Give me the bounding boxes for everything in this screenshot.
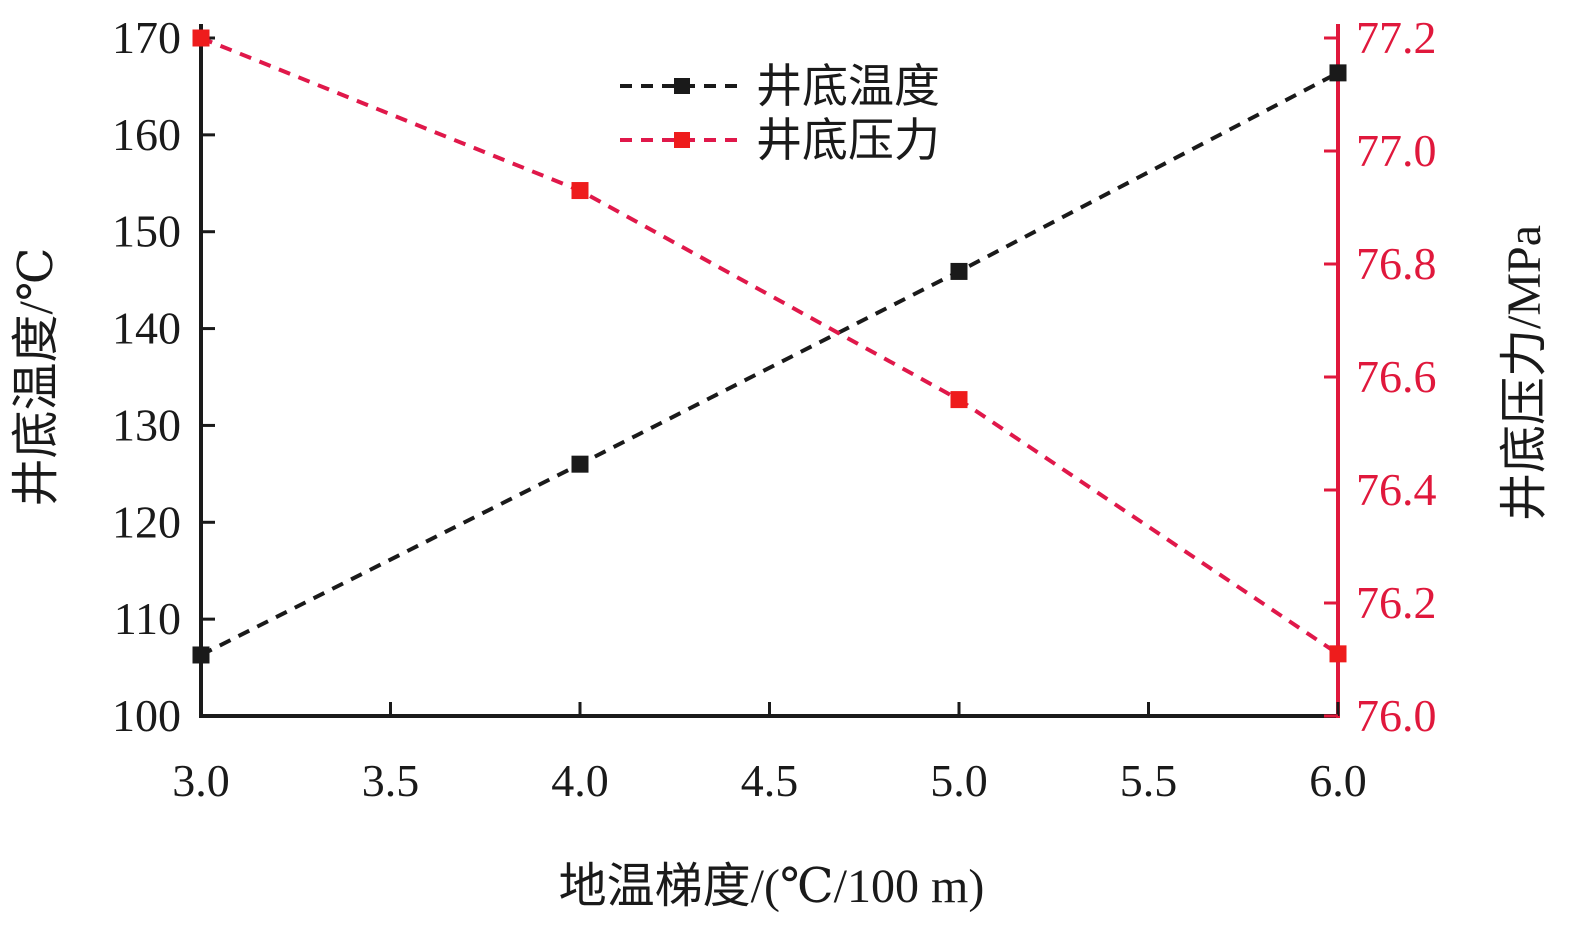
series-0-point-0 (192, 646, 210, 664)
legend-marker-temperature (674, 78, 690, 94)
legend: 井底温度 井底压力 (620, 61, 940, 166)
x-tick-label: 4.0 (551, 755, 609, 806)
y-right-tick-label: 76.6 (1356, 351, 1437, 402)
y-left-tick-label: 110 (114, 593, 181, 644)
y-right-tick-label: 76.4 (1356, 464, 1437, 515)
y-axis-left-title: 井底温度/℃ (10, 247, 63, 506)
series-1-point-2 (950, 391, 968, 409)
y-left-tick-label: 150 (112, 206, 181, 257)
y-right-tick-label: 76.2 (1356, 577, 1437, 628)
legend-label-pressure: 井底压力 (756, 115, 940, 166)
x-tick-label: 4.5 (741, 755, 799, 806)
series-0-point-3 (1329, 64, 1347, 82)
y-right-tick-label: 76.0 (1356, 690, 1437, 741)
axes-layer: 3.0 3.5 4.0 4.5 5.0 5.5 6.0 100 110 120 130 140 150 1… (112, 12, 1437, 806)
series-line-0 (200, 71, 1339, 657)
y-left-tick-label: 160 (112, 109, 181, 160)
y-left-tick-label: 120 (112, 496, 181, 547)
y-right-tick-label: 77.0 (1356, 125, 1437, 176)
x-tick-label: 3.0 (172, 755, 230, 806)
y-axis-right-title: 井底压力/MPa (1498, 225, 1551, 521)
y-left-tick-label: 170 (112, 12, 181, 63)
y-right-tick-label: 76.8 (1356, 238, 1437, 289)
legend-marker-pressure (674, 132, 690, 148)
series-layer (192, 29, 1347, 664)
series-1-point-0 (192, 29, 210, 47)
legend-label-temperature: 井底温度 (756, 61, 940, 112)
y-left-tick-label: 140 (112, 303, 181, 354)
y-left-tick-label: 100 (112, 690, 181, 741)
x-tick-label: 5.5 (1120, 755, 1178, 806)
y-left-tick-label: 130 (112, 399, 181, 450)
y-right-tick-label: 77.2 (1356, 12, 1437, 63)
x-tick-label: 3.5 (362, 755, 420, 806)
x-axis-title: 地温梯度/(℃/100 m) (559, 860, 985, 913)
series-0-point-2 (950, 262, 968, 280)
series-1-point-3 (1329, 645, 1347, 663)
series-0-point-1 (571, 455, 589, 473)
x-tick-label: 6.0 (1309, 755, 1367, 806)
x-tick-label: 5.0 (930, 755, 988, 806)
series-1-point-1 (571, 182, 589, 200)
